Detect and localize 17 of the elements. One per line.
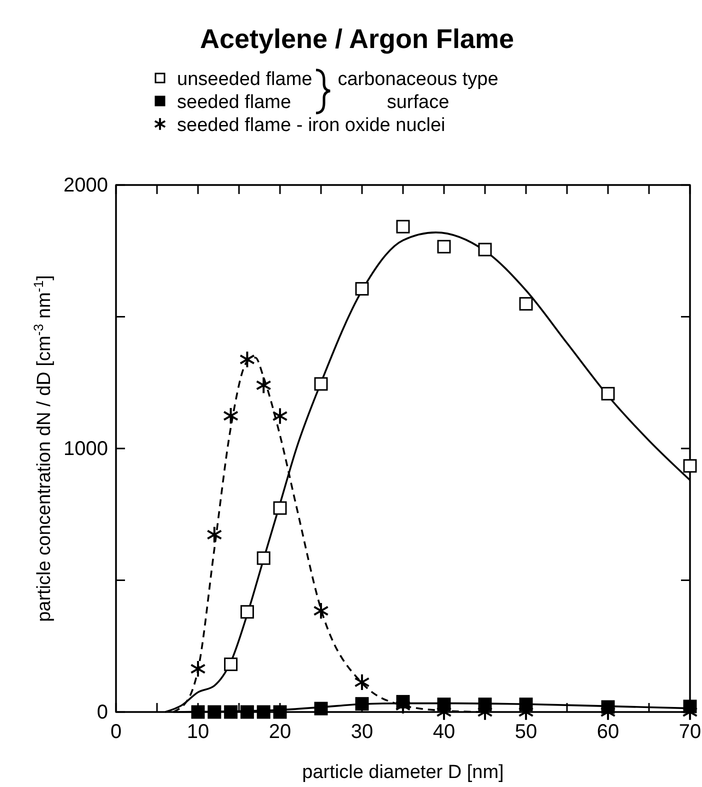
legend-label: seeded flame - iron oxide nuclei bbox=[177, 115, 446, 136]
y-tick-label: 1000 bbox=[64, 438, 108, 460]
x-tick-label: 60 bbox=[596, 721, 620, 744]
x-tick-label: 10 bbox=[186, 721, 210, 744]
y-tick-label: 2000 bbox=[64, 174, 108, 196]
x-tick-label: 30 bbox=[350, 721, 374, 744]
chart-title: Acetylene / Argon Flame bbox=[200, 24, 514, 54]
legend-label: seeded flame bbox=[177, 92, 292, 113]
text: carbonaceous type surface bbox=[338, 69, 498, 113]
x-tick-label: 40 bbox=[432, 721, 456, 744]
y-tick-label: 0 bbox=[96, 701, 108, 724]
x-tick-label: 20 bbox=[268, 721, 292, 744]
x-tick-label: 0 bbox=[110, 721, 122, 744]
x-tick-label: 70 bbox=[678, 721, 702, 744]
legend-label: unseeded flame bbox=[177, 69, 312, 90]
x-axis-title: particle diameter D [nm] bbox=[302, 762, 504, 783]
x-tick-label: 50 bbox=[514, 721, 538, 744]
